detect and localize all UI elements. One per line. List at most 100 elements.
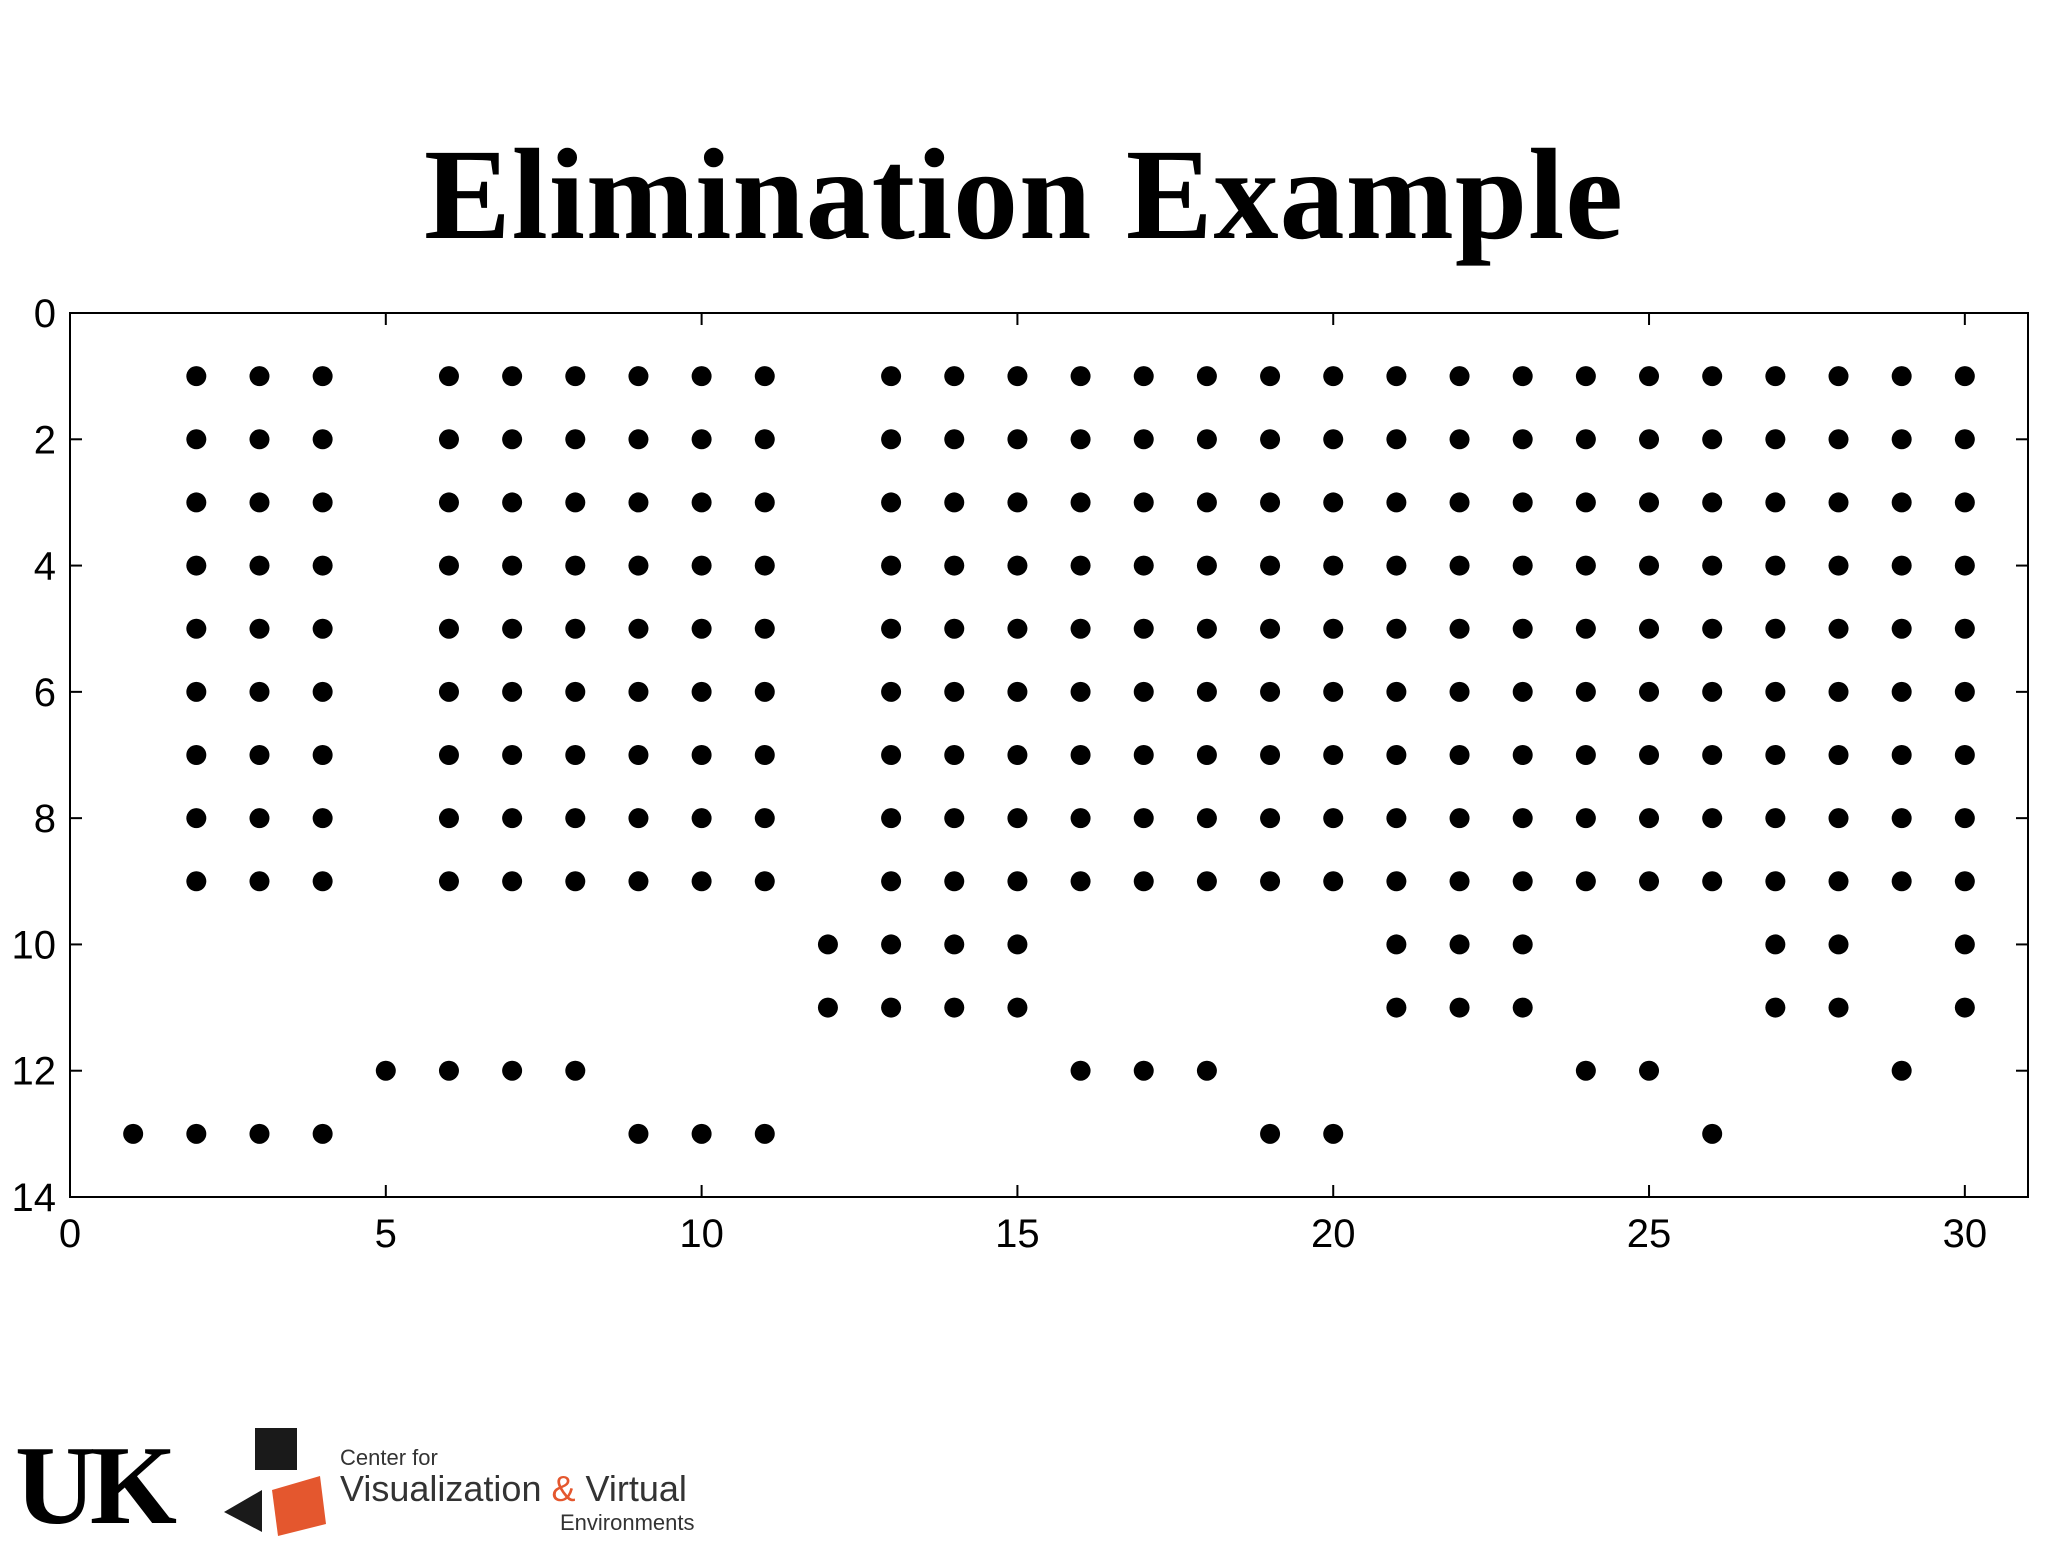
data-point bbox=[1323, 618, 1344, 639]
cvve-ampersand: & bbox=[551, 1468, 576, 1509]
data-point bbox=[1639, 808, 1660, 829]
data-point bbox=[1196, 871, 1217, 892]
x-tick-label: 5 bbox=[375, 1212, 397, 1256]
x-tick-label: 0 bbox=[59, 1212, 81, 1256]
data-point bbox=[1260, 555, 1281, 576]
data-point bbox=[1196, 808, 1217, 829]
data-point bbox=[1196, 492, 1217, 513]
data-point bbox=[502, 555, 523, 576]
data-point bbox=[691, 618, 712, 639]
data-point bbox=[249, 555, 270, 576]
data-point bbox=[628, 1123, 649, 1144]
data-point bbox=[438, 1060, 459, 1081]
x-tick-label: 30 bbox=[1943, 1212, 1988, 1256]
data-point bbox=[1386, 618, 1407, 639]
data-point bbox=[1070, 618, 1091, 639]
data-points bbox=[123, 366, 1975, 1144]
data-point bbox=[1133, 492, 1154, 513]
data-point bbox=[249, 429, 270, 450]
data-point bbox=[1449, 429, 1470, 450]
data-point bbox=[249, 871, 270, 892]
data-point bbox=[881, 555, 902, 576]
data-point bbox=[312, 555, 333, 576]
x-tick-label: 15 bbox=[995, 1212, 1040, 1256]
data-point bbox=[312, 618, 333, 639]
data-point bbox=[438, 555, 459, 576]
data-point bbox=[502, 429, 523, 450]
cvve-environments: Environments bbox=[560, 1510, 695, 1535]
data-point bbox=[1070, 681, 1091, 702]
data-point bbox=[1891, 366, 1912, 387]
data-point bbox=[754, 745, 775, 765]
data-point bbox=[1765, 366, 1786, 387]
data-point bbox=[1765, 745, 1786, 765]
data-point bbox=[1891, 871, 1912, 892]
data-point bbox=[375, 1060, 396, 1081]
data-point bbox=[1512, 997, 1533, 1018]
data-point bbox=[565, 618, 586, 639]
slide-title: Elimination Example bbox=[424, 123, 1624, 267]
data-point bbox=[1386, 492, 1407, 513]
data-point bbox=[754, 808, 775, 829]
data-point bbox=[1007, 618, 1028, 639]
y-tick-label: 0 bbox=[34, 292, 56, 336]
data-point bbox=[186, 681, 207, 702]
data-point bbox=[438, 808, 459, 829]
data-point bbox=[1575, 618, 1596, 639]
data-point bbox=[1954, 366, 1975, 387]
data-point bbox=[754, 555, 775, 576]
data-point bbox=[1639, 1060, 1660, 1081]
data-point bbox=[817, 934, 838, 955]
cvve-center-for: Center for bbox=[340, 1445, 438, 1470]
data-point bbox=[1070, 1060, 1091, 1081]
data-point bbox=[881, 366, 902, 387]
data-point bbox=[944, 808, 965, 829]
data-point bbox=[1575, 492, 1596, 513]
data-point bbox=[628, 681, 649, 702]
axis-tick-labels: 0 5 10 15 20 25 30 0 2 4 6 8 10 12 14 bbox=[12, 292, 1988, 1256]
data-point bbox=[881, 871, 902, 892]
data-point bbox=[1828, 997, 1849, 1018]
data-point bbox=[1954, 871, 1975, 892]
data-point bbox=[1007, 492, 1028, 513]
uk-logo: UK bbox=[15, 1424, 177, 1548]
data-point bbox=[1954, 555, 1975, 576]
data-point bbox=[438, 681, 459, 702]
data-point bbox=[186, 555, 207, 576]
data-point bbox=[1449, 681, 1470, 702]
data-point bbox=[186, 618, 207, 639]
data-point bbox=[1260, 492, 1281, 513]
data-point bbox=[565, 871, 586, 892]
data-point bbox=[1449, 555, 1470, 576]
data-point bbox=[1512, 808, 1533, 829]
data-point bbox=[1828, 555, 1849, 576]
data-point bbox=[1575, 429, 1596, 450]
data-point bbox=[944, 492, 965, 513]
data-point bbox=[1512, 934, 1533, 955]
data-point bbox=[1323, 429, 1344, 450]
data-point bbox=[1575, 555, 1596, 576]
data-point bbox=[1954, 745, 1975, 765]
data-point bbox=[1070, 555, 1091, 576]
data-point bbox=[628, 429, 649, 450]
data-point bbox=[1954, 429, 1975, 450]
data-point bbox=[754, 1123, 775, 1144]
data-point bbox=[1133, 745, 1154, 765]
data-point bbox=[944, 366, 965, 387]
data-point bbox=[1765, 934, 1786, 955]
data-point bbox=[1070, 745, 1091, 765]
data-point bbox=[881, 681, 902, 702]
data-point bbox=[1891, 745, 1912, 765]
data-point bbox=[1196, 366, 1217, 387]
cvve-visualization-virtual: Visualization & Virtual bbox=[340, 1468, 687, 1510]
data-point bbox=[1196, 555, 1217, 576]
data-point bbox=[1512, 429, 1533, 450]
data-point bbox=[1323, 681, 1344, 702]
data-point bbox=[881, 618, 902, 639]
data-point bbox=[1196, 1060, 1217, 1081]
data-point bbox=[1828, 429, 1849, 450]
data-point bbox=[1449, 871, 1470, 892]
data-point bbox=[628, 745, 649, 765]
data-point bbox=[565, 555, 586, 576]
data-point bbox=[312, 681, 333, 702]
